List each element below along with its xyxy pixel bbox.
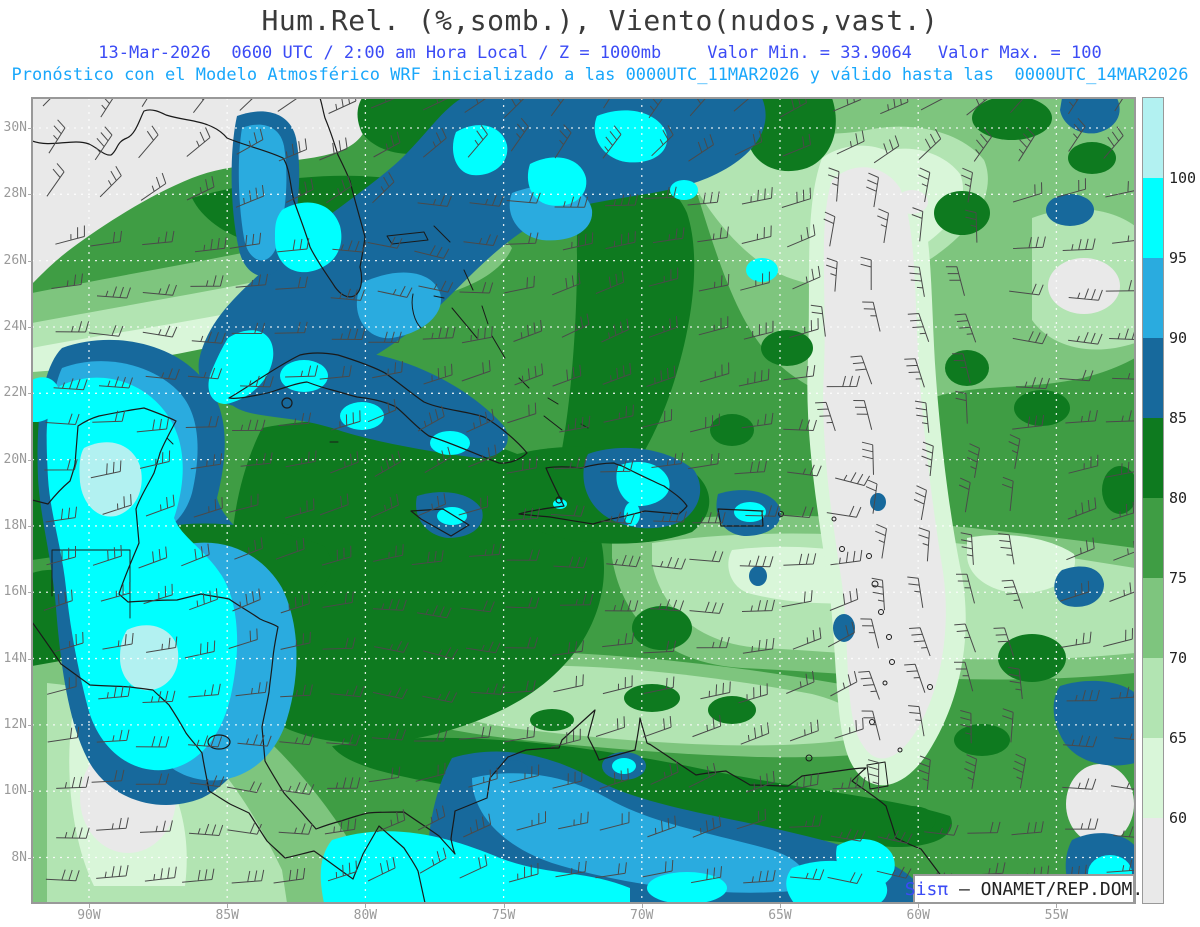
lat-tick-mark bbox=[28, 857, 32, 859]
lat-tick-label: 16N bbox=[3, 584, 27, 600]
subtitle-datetime-row: 13-Mar-2026 0600 UTC / 2:00 am Hora Loca… bbox=[0, 43, 1200, 63]
wind-barbs-layer bbox=[42, 98, 1135, 885]
valor-min-text: Valor Min. = 33.9064 bbox=[707, 43, 912, 63]
bahamas-islands bbox=[386, 225, 589, 431]
map-canvas bbox=[32, 98, 1135, 903]
colorbar-segment bbox=[1143, 658, 1163, 738]
graticule-layer bbox=[32, 98, 1135, 903]
lon-tick-label: 90W bbox=[77, 908, 101, 923]
colorbar-segment bbox=[1143, 178, 1163, 258]
colorbar bbox=[1143, 98, 1163, 903]
wind-barb-glyphs bbox=[42, 98, 1135, 885]
lat-tick-label: 8N bbox=[11, 849, 27, 865]
lon-tick-label: 60W bbox=[906, 908, 930, 923]
central-south-america-coastline bbox=[32, 407, 963, 903]
attribution-box: Sisπ – ONAMET/REP.DOM. bbox=[905, 874, 1143, 904]
lon-tick-label: 75W bbox=[491, 908, 516, 923]
isla-juventud-coastline bbox=[281, 397, 293, 409]
lon-tick-label: 55W bbox=[1044, 908, 1069, 923]
lon-tick-mark bbox=[1056, 904, 1058, 908]
lon-tick-label: 85W bbox=[215, 908, 239, 923]
lon-tick-mark bbox=[227, 904, 229, 908]
lat-tick-mark bbox=[28, 592, 32, 594]
cozumel-island bbox=[166, 437, 174, 445]
jamaica-coastline bbox=[410, 508, 470, 537]
lat-tick-label: 22N bbox=[3, 385, 27, 401]
forecast-datetime-text: 13-Mar-2026 0600 UTC / 2:00 am Hora Loca… bbox=[98, 43, 662, 63]
lon-tick-mark bbox=[918, 904, 920, 908]
lat-tick-mark bbox=[28, 459, 32, 461]
colorbar-tick-label: 100 bbox=[1169, 169, 1197, 187]
map-border bbox=[32, 98, 1135, 903]
colorbar-tick-label: 90 bbox=[1169, 329, 1188, 347]
lat-tick-label: 10N bbox=[3, 783, 27, 799]
valor-max-text: Valor Max. = 100 bbox=[937, 43, 1102, 63]
lon-tick-mark bbox=[779, 904, 781, 908]
puerto-rico-coastline bbox=[717, 508, 764, 527]
lon-tick-mark bbox=[365, 904, 367, 908]
humidity-field-layer bbox=[32, 98, 1135, 903]
lon-tick-mark bbox=[641, 904, 643, 908]
colorbar-segment bbox=[1143, 738, 1163, 818]
attribution-text: – ONAMET/REP.DOM. bbox=[948, 878, 1144, 900]
map-area bbox=[32, 98, 1135, 903]
us-gulf-florida-coastline bbox=[32, 98, 366, 298]
lat-tick-label: 14N bbox=[3, 650, 27, 666]
colorbar-tick-label: 85 bbox=[1169, 409, 1188, 427]
lat-tick-mark bbox=[28, 326, 32, 328]
attribution-brand: Sisπ bbox=[904, 878, 949, 900]
colorbar-segment bbox=[1143, 338, 1163, 418]
lat-tick-mark bbox=[28, 194, 32, 196]
lat-tick-label: 26N bbox=[3, 252, 27, 268]
colorbar-segment bbox=[1143, 98, 1163, 178]
colorbar-tick-label: 65 bbox=[1169, 729, 1188, 747]
lat-tick-label: 28N bbox=[3, 186, 27, 202]
lon-tick-label: 65W bbox=[768, 908, 792, 923]
colorbar-tick-label: 75 bbox=[1169, 569, 1188, 587]
colorbar-tick-label: 95 bbox=[1169, 249, 1188, 267]
lon-tick-label: 70W bbox=[630, 908, 654, 923]
colorbar-segment bbox=[1143, 818, 1163, 903]
lat-tick-mark bbox=[28, 128, 32, 129]
colorbar-tick-label: 70 bbox=[1169, 649, 1188, 667]
lat-tick-label: 24N bbox=[3, 318, 27, 334]
colorbar-segment bbox=[1143, 498, 1163, 578]
lat-tick-label: 12N bbox=[3, 716, 27, 732]
colorbar-tick-label: 60 bbox=[1169, 809, 1188, 827]
page-title: Hum.Rel. (%,somb.), Viento(nudos,vast.) bbox=[261, 4, 939, 37]
lon-tick-mark bbox=[88, 904, 90, 908]
lat-tick-label: 18N bbox=[3, 517, 27, 533]
lat-tick-mark bbox=[28, 525, 32, 527]
colorbar-segment bbox=[1143, 578, 1163, 658]
cuba-coastline bbox=[228, 352, 528, 464]
lat-tick-label: 20N bbox=[3, 451, 27, 467]
lat-tick-label: 30N bbox=[3, 120, 27, 135]
lon-tick-mark bbox=[503, 904, 505, 908]
subtitle-model-text: Pronóstico con el Modelo Atmosférico WRF… bbox=[11, 65, 1189, 85]
lat-tick-mark bbox=[28, 260, 32, 262]
lat-tick-mark bbox=[28, 791, 32, 793]
lat-tick-mark bbox=[28, 393, 32, 395]
lat-tick-mark bbox=[28, 658, 32, 660]
colorbar-segment bbox=[1143, 258, 1163, 338]
lake-nicaragua bbox=[207, 734, 231, 750]
colorbar-tick-label: 80 bbox=[1169, 489, 1188, 507]
gonave-island bbox=[555, 496, 563, 504]
lat-tick-mark bbox=[28, 724, 32, 726]
lon-tick-label: 80W bbox=[353, 908, 378, 923]
hispaniola-coastline bbox=[518, 462, 688, 525]
colorbar-segment bbox=[1143, 418, 1163, 498]
